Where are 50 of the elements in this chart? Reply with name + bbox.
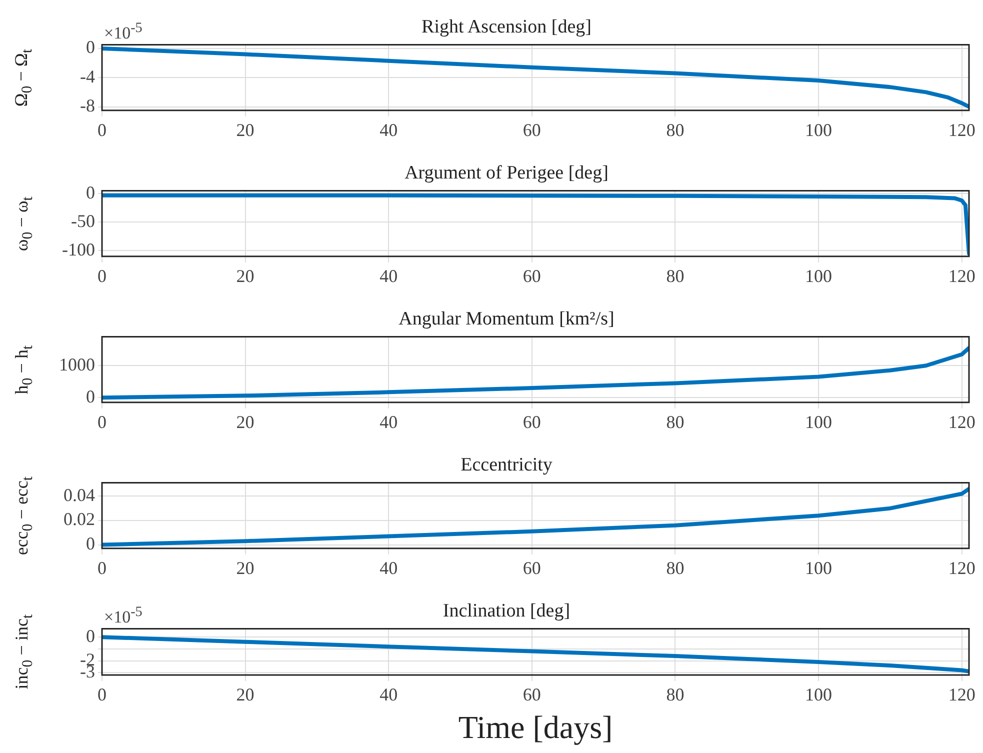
x-tick-label: 120 bbox=[948, 266, 976, 286]
x-tick-label: 80 bbox=[666, 266, 684, 286]
x-tick-label: 40 bbox=[380, 266, 398, 286]
y-tick-label: 0.02 bbox=[64, 509, 95, 530]
x-tick-label: 120 bbox=[948, 684, 976, 705]
x-tick-label: 40 bbox=[380, 684, 398, 705]
x-tick-label: 100 bbox=[805, 558, 832, 578]
x-tick-label: 20 bbox=[236, 266, 254, 286]
x-axis-title: Time [days] bbox=[458, 709, 613, 746]
x-tick-label: 40 bbox=[380, 412, 398, 432]
x-tick-label: 60 bbox=[522, 684, 541, 705]
x-tick-label: 120 bbox=[948, 412, 976, 432]
x-tick-label: 80 bbox=[666, 684, 684, 705]
chart-title: Angular Momentum [km²/s] bbox=[398, 308, 614, 330]
x-tick-label: 80 bbox=[666, 120, 684, 140]
x-tick-label: 80 bbox=[666, 412, 684, 432]
y-tick-label: 0 bbox=[86, 37, 95, 58]
x-tick-label: 80 bbox=[666, 558, 684, 578]
x-tick-label: 60 bbox=[522, 266, 541, 286]
chart-title: Argument of Perigee [deg] bbox=[404, 162, 608, 184]
y-tick-label: 0 bbox=[86, 182, 95, 202]
x-tick-label: 100 bbox=[805, 684, 832, 705]
x-tick-label: 40 bbox=[380, 558, 398, 578]
y-tick-label: -50 bbox=[71, 210, 95, 231]
chart-title: Right Ascension [deg] bbox=[422, 16, 592, 38]
y-tick-label: 0 bbox=[86, 386, 95, 406]
x-tick-label: 100 bbox=[805, 412, 832, 432]
y-tick-label: 0 bbox=[86, 626, 95, 646]
x-tick-label: 120 bbox=[948, 558, 976, 578]
y-tick-label: 1000 bbox=[59, 354, 95, 374]
y-tick-label: 0.04 bbox=[64, 484, 95, 505]
y-tick-label: 0 bbox=[86, 533, 95, 554]
text: ×10$^{-5}$ bbox=[104, 604, 142, 628]
x-tick-label: 40 bbox=[380, 120, 398, 140]
x-tick-label: 60 bbox=[522, 558, 541, 578]
x-tick-label: 20 bbox=[236, 120, 254, 140]
x-tick-label: 100 bbox=[805, 120, 832, 140]
x-tick-label: 20 bbox=[236, 412, 254, 432]
text: ×10$^{-5}$ bbox=[104, 20, 142, 44]
x-tick-label: 100 bbox=[805, 266, 832, 286]
x-tick-label: 20 bbox=[236, 558, 254, 578]
chart-title: Eccentricity bbox=[460, 454, 553, 476]
y-tick-label: -8 bbox=[80, 95, 95, 116]
x-tick-label: 60 bbox=[522, 412, 541, 432]
x-tick-label: 120 bbox=[948, 120, 976, 140]
x-tick-label: 20 bbox=[236, 684, 254, 705]
x-tick-label: 60 bbox=[522, 120, 541, 140]
y-tick-label: -4 bbox=[80, 66, 95, 86]
y-tick-label: -100 bbox=[62, 239, 95, 260]
chart-title: Inclination [deg] bbox=[442, 600, 570, 622]
